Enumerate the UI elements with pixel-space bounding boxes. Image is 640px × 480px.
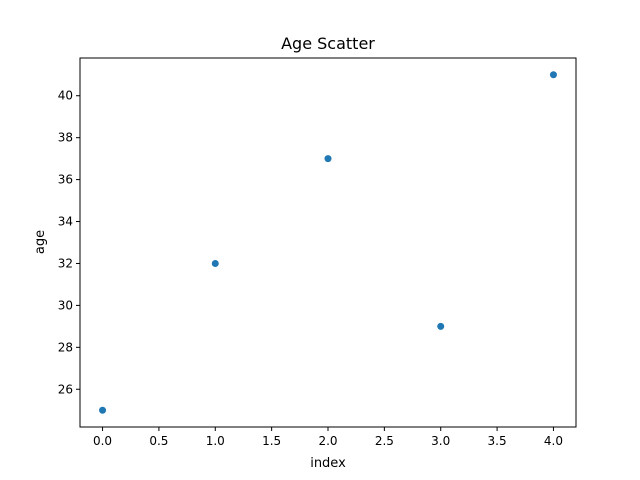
y-tick-label: 30 bbox=[58, 298, 73, 312]
x-tick-label: 4.0 bbox=[544, 434, 563, 448]
x-tick-label: 3.5 bbox=[488, 434, 507, 448]
y-tick-label: 28 bbox=[58, 340, 73, 354]
data-point bbox=[324, 155, 332, 163]
x-axis: 0.0 0.5 1.0 1.5 2.0 2.5 3.0 3.5 4.0 bbox=[93, 427, 563, 448]
y-tick-label: 34 bbox=[58, 215, 73, 229]
x-tick-label: 0.5 bbox=[149, 434, 168, 448]
plot-frame bbox=[79, 57, 577, 428]
x-tick-label: 2.0 bbox=[318, 434, 337, 448]
data-point bbox=[549, 71, 557, 79]
y-tick-label: 32 bbox=[58, 256, 73, 270]
data-point bbox=[211, 259, 219, 267]
y-axis-label: age bbox=[33, 230, 48, 254]
x-tick-label: 3.0 bbox=[431, 434, 450, 448]
y-tick-label: 36 bbox=[58, 173, 73, 187]
x-tick-label: 0.0 bbox=[93, 434, 112, 448]
data-point bbox=[99, 406, 107, 414]
y-tick-label: 26 bbox=[58, 382, 73, 396]
y-axis: 26 28 30 32 34 36 38 40 bbox=[58, 89, 80, 396]
x-axis-label: index bbox=[310, 456, 346, 471]
data-point bbox=[437, 322, 445, 330]
x-tick-label: 2.5 bbox=[375, 434, 394, 448]
chart-title: Age Scatter bbox=[281, 34, 375, 53]
x-tick-label: 1.5 bbox=[262, 434, 281, 448]
x-tick-label: 1.0 bbox=[206, 434, 225, 448]
y-tick-label: 38 bbox=[58, 131, 73, 145]
y-tick-label: 40 bbox=[58, 89, 73, 103]
plot-area bbox=[99, 71, 557, 414]
